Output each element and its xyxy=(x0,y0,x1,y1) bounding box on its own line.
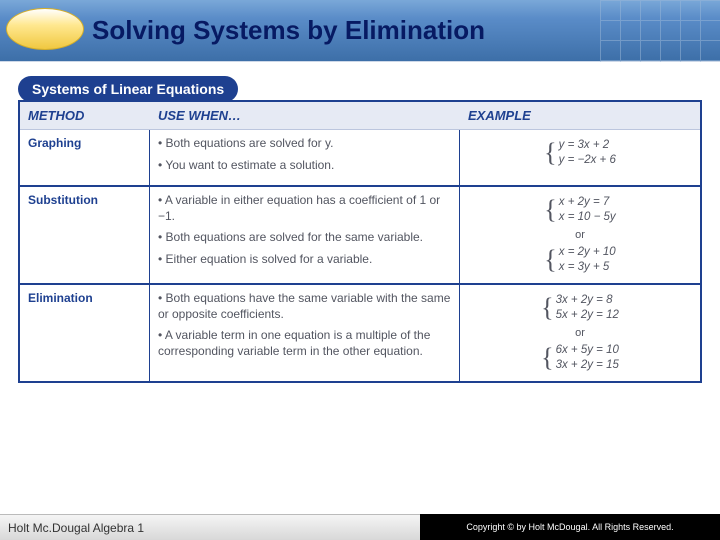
method-name: Graphing xyxy=(20,130,150,185)
or-separator: or xyxy=(468,327,692,339)
col-header-example: EXAMPLE xyxy=(460,102,700,129)
use-bullet: • Both equations have the same variable … xyxy=(158,291,451,322)
equation: x + 2y = 7 xyxy=(559,195,616,210)
table-header-row: METHOD USE WHEN… EXAMPLE xyxy=(20,102,700,130)
or-separator: or xyxy=(468,229,692,241)
equation-system: { y = 3x + 2 y = −2x + 6 xyxy=(544,138,616,168)
left-brace-icon: { xyxy=(544,252,556,268)
equation: x = 10 − 5y xyxy=(559,210,616,225)
use-when-cell: • Both equations are solved for y. • You… xyxy=(150,130,460,185)
method-name: Elimination xyxy=(20,285,150,381)
use-bullet: • A variable in either equation has a co… xyxy=(158,193,451,224)
equation: x = 3y + 5 xyxy=(559,260,616,275)
equation: 3x + 2y = 8 xyxy=(556,293,619,308)
use-when-cell: • Both equations have the same variable … xyxy=(150,285,460,381)
header-oval-badge xyxy=(6,8,84,50)
col-header-use: USE WHEN… xyxy=(150,102,460,129)
col-header-method: METHOD xyxy=(20,102,150,129)
example-cell: { x + 2y = 7 x = 10 − 5y or { x = 2y + 1… xyxy=(460,187,700,283)
equation: 6x + 5y = 10 xyxy=(556,343,619,358)
methods-table: METHOD USE WHEN… EXAMPLE Graphing • Both… xyxy=(18,100,702,383)
equation: y = −2x + 6 xyxy=(559,153,616,168)
equation: x = 2y + 10 xyxy=(559,245,616,260)
use-bullet: • Either equation is solved for a variab… xyxy=(158,252,451,268)
slide-title: Solving Systems by Elimination xyxy=(92,15,485,46)
slide-header: Solving Systems by Elimination xyxy=(0,0,720,62)
equation: 3x + 2y = 15 xyxy=(556,358,619,373)
use-bullet: • Both equations are solved for the same… xyxy=(158,230,451,246)
table-row: Substitution • A variable in either equa… xyxy=(20,187,700,285)
slide-footer: Holt Mc.Dougal Algebra 1 Copyright © by … xyxy=(0,514,720,540)
equation: y = 3x + 2 xyxy=(559,138,616,153)
table-row: Graphing • Both equations are solved for… xyxy=(20,130,700,187)
equation-system: { x + 2y = 7 x = 10 − 5y xyxy=(544,195,615,225)
table-row: Elimination • Both equations have the sa… xyxy=(20,285,700,381)
example-cell: { 3x + 2y = 8 5x + 2y = 12 or { 6x + 5y … xyxy=(460,285,700,381)
use-when-cell: • A variable in either equation has a co… xyxy=(150,187,460,283)
left-brace-icon: { xyxy=(544,145,556,161)
equation: 5x + 2y = 12 xyxy=(556,308,619,323)
footer-book-title: Holt Mc.Dougal Algebra 1 xyxy=(0,514,420,540)
footer-copyright: Copyright © by Holt McDougal. All Rights… xyxy=(420,514,720,540)
content-area: Systems of Linear Equations METHOD USE W… xyxy=(0,62,720,383)
header-grid-decoration xyxy=(600,0,720,62)
equation-system: { 3x + 2y = 8 5x + 2y = 12 xyxy=(541,293,619,323)
left-brace-icon: { xyxy=(541,300,553,316)
left-brace-icon: { xyxy=(544,202,556,218)
method-name: Substitution xyxy=(20,187,150,283)
use-bullet: • Both equations are solved for y. xyxy=(158,136,451,152)
left-brace-icon: { xyxy=(541,350,553,366)
equation-system: { 6x + 5y = 10 3x + 2y = 15 xyxy=(541,343,619,373)
use-bullet: • A variable term in one equation is a m… xyxy=(158,328,451,359)
use-bullet: • You want to estimate a solution. xyxy=(158,158,451,174)
example-cell: { y = 3x + 2 y = −2x + 6 xyxy=(460,130,700,185)
table-title-pill: Systems of Linear Equations xyxy=(18,76,238,102)
equation-system: { x = 2y + 10 x = 3y + 5 xyxy=(544,245,615,275)
